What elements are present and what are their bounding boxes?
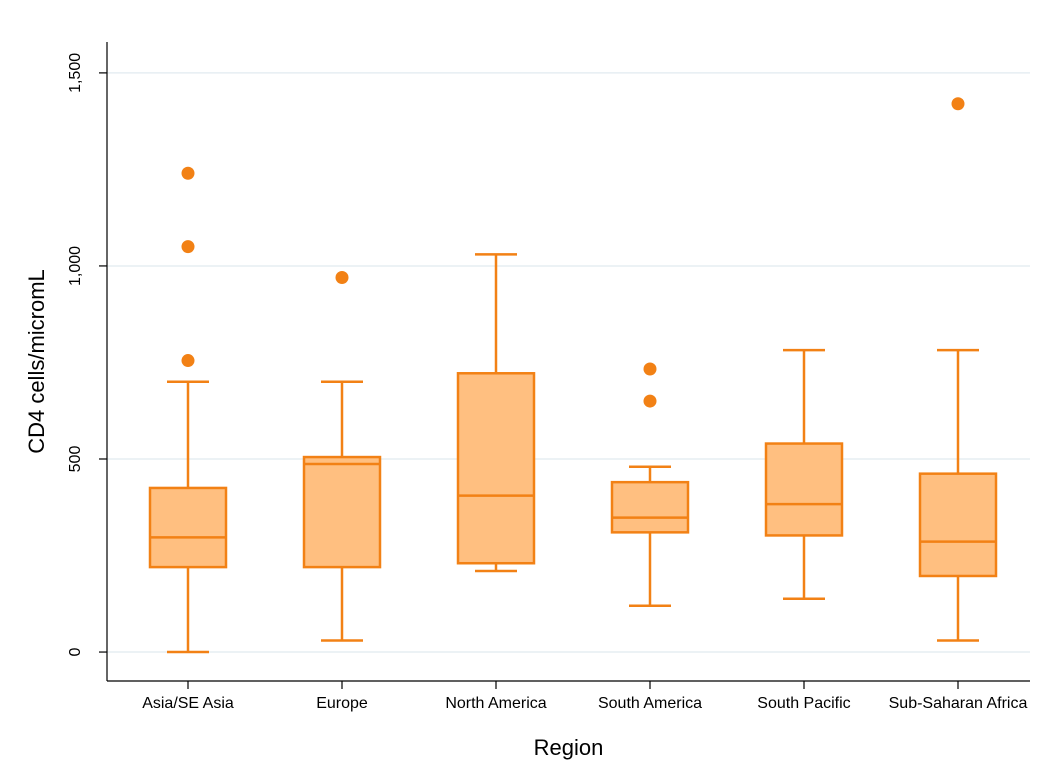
box-4 — [610, 362, 690, 607]
x-tick-label: South America — [598, 695, 702, 712]
outlier-point — [643, 394, 657, 408]
y-tick-label: 0 — [67, 647, 84, 656]
y-tick-label: 500 — [67, 446, 84, 473]
box-1 — [148, 166, 228, 654]
outlier-point — [643, 362, 657, 376]
outlier-point — [181, 354, 195, 368]
iqr-box — [610, 480, 690, 534]
outlier-point — [335, 271, 349, 285]
iqr-box — [456, 372, 536, 565]
iqr-box — [302, 455, 382, 569]
x-tick-label: North America — [445, 695, 546, 712]
box-2 — [302, 271, 382, 642]
iqr-box — [764, 442, 844, 537]
x-axis-title: Region — [534, 735, 604, 760]
x-tick-label: Asia/SE Asia — [142, 695, 234, 712]
y-axis-title: CD4 cells/micromL — [24, 269, 49, 454]
axes — [99, 42, 1030, 689]
box-3 — [456, 253, 536, 573]
boxes — [148, 97, 998, 654]
box-5 — [764, 348, 844, 601]
x-tick-label: South Pacific — [757, 695, 850, 712]
x-tick-label: Europe — [316, 695, 368, 712]
x-tick-label: Sub-Saharan Africa — [889, 695, 1028, 712]
tick-labels: 0 500 1,000 1,500 Asia/SE Asia Europe North Am… — [67, 53, 1027, 712]
box-6 — [918, 97, 998, 642]
iqr-box — [148, 486, 228, 569]
outlier-point — [181, 240, 195, 254]
outlier-point — [951, 97, 965, 111]
y-tick-label: 1,000 — [67, 246, 84, 286]
gridlines — [107, 72, 1030, 653]
outlier-point — [181, 166, 195, 180]
y-tick-label: 1,500 — [67, 53, 84, 93]
iqr-box — [918, 472, 998, 578]
